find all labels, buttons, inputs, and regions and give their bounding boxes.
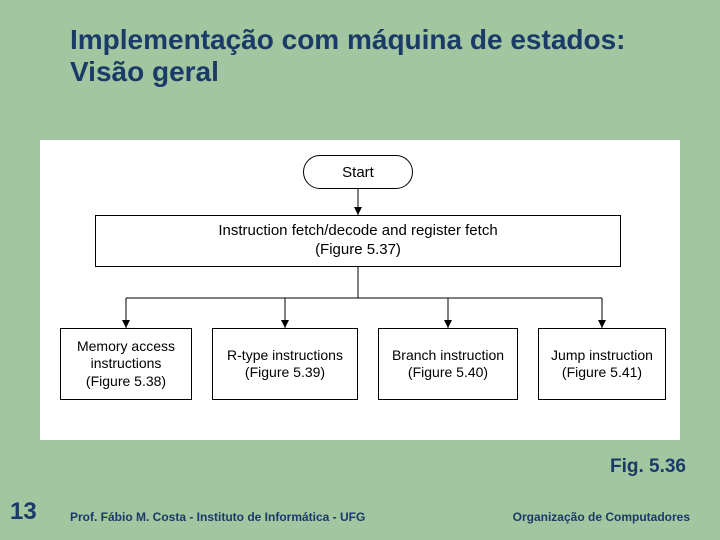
leaf-box-1: R-type instructions(Figure 5.39) — [212, 328, 358, 400]
leaf-3-line0: Jump instruction — [551, 347, 653, 365]
start-label: Start — [342, 164, 374, 181]
leaf-box-2: Branch instruction(Figure 5.40) — [378, 328, 518, 400]
leaf-2-line0: Branch instruction — [392, 347, 504, 365]
fetch-line2: (Figure 5.37) — [218, 241, 497, 260]
footer-right: Organização de Computadores — [513, 510, 690, 524]
start-node: Start — [303, 155, 413, 189]
leaf-3-line1: (Figure 5.41) — [551, 364, 653, 382]
leaf-1-line1: (Figure 5.39) — [227, 364, 343, 382]
slide-title: Implementação com máquina de estados: Vi… — [70, 24, 670, 88]
leaf-2-line1: (Figure 5.40) — [392, 364, 504, 382]
footer-left: Prof. Fábio M. Costa - Instituto de Info… — [70, 510, 365, 524]
leaf-0-line0: Memory access — [77, 338, 175, 356]
fetch-line1: Instruction fetch/decode and register fe… — [218, 222, 497, 241]
fetch-decode-box: Instruction fetch/decode and register fe… — [95, 215, 621, 267]
slide: Implementação com máquina de estados: Vi… — [0, 0, 720, 540]
state-machine-diagram: Start Instruction fetch/decode and regis… — [40, 140, 680, 440]
leaf-box-0: Memory accessinstructions(Figure 5.38) — [60, 328, 192, 400]
leaf-1-line0: R-type instructions — [227, 347, 343, 365]
leaf-box-3: Jump instruction(Figure 5.41) — [538, 328, 666, 400]
footer: Prof. Fábio M. Costa - Instituto de Info… — [70, 510, 690, 524]
figure-label: Fig. 5.36 — [610, 456, 686, 478]
leaf-0-line2: (Figure 5.38) — [77, 373, 175, 391]
page-number: 13 — [10, 498, 37, 526]
leaf-0-line1: instructions — [77, 355, 175, 373]
